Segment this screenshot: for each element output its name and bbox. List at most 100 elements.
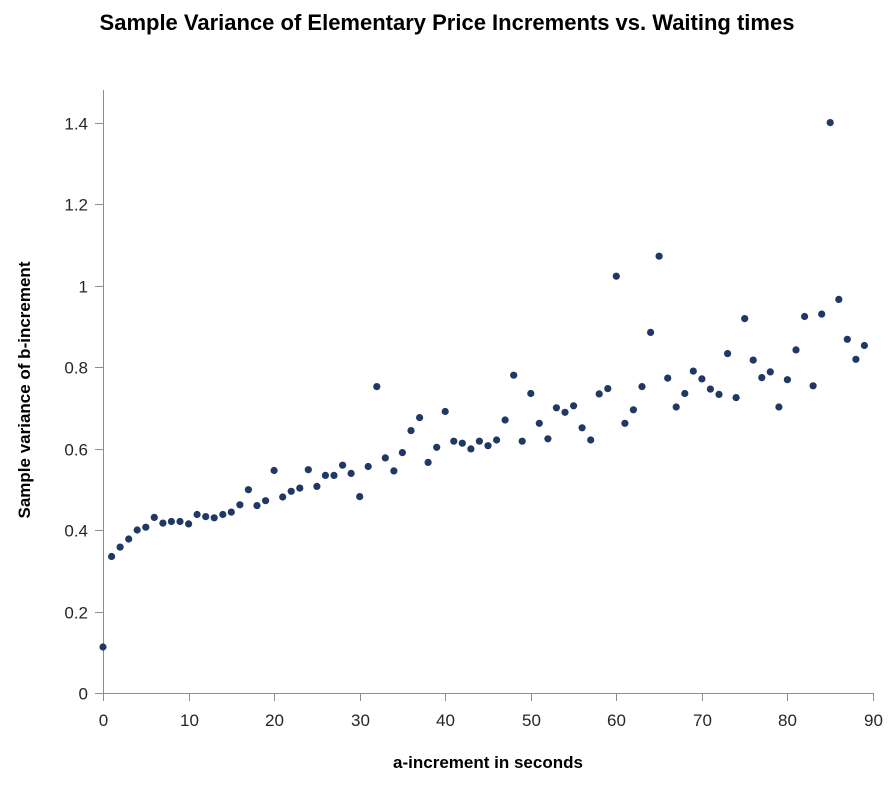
data-point [321,471,329,479]
data-point [715,390,723,398]
data-point [612,272,620,280]
x-tick-label: 60 [607,711,626,730]
data-point [792,346,800,354]
data-point [339,461,347,469]
chart-title-text: Sample Variance of Elementary Price Incr… [99,10,795,35]
data-point [185,520,193,528]
data-point [638,383,646,391]
y-tick-label: 0.6 [64,441,88,460]
x-tick-label: 30 [351,711,370,730]
data-point [424,458,432,466]
data-point [475,437,483,445]
y-tick-label: 0.8 [64,359,88,378]
y-tick-label: 1 [79,278,88,297]
data-point [433,443,441,451]
data-point [330,471,338,479]
y-axis-title: Sample variance of b-increment [15,261,34,519]
data-point [133,526,141,534]
y-tick-label: 0.4 [64,522,88,541]
data-point [655,252,663,260]
x-tick-label: 50 [522,711,541,730]
data-point [604,385,612,393]
data-point [450,437,458,445]
data-point [227,508,235,516]
data-point [99,643,107,651]
data-point [706,385,715,393]
data-point [783,376,792,384]
data-point [561,408,569,416]
data-point [287,487,295,495]
data-point [552,404,561,412]
data-point [373,383,381,391]
x-tick-label: 10 [180,711,199,730]
x-tick-label: 20 [265,711,284,730]
data-point [758,374,766,382]
data-point [544,435,552,443]
data-point [826,119,834,127]
data-point [578,424,586,432]
data-point [698,375,706,383]
data-point [672,403,680,411]
data-point [518,437,526,445]
data-point [167,517,175,526]
data-point [116,543,124,551]
data-point [407,427,415,435]
data-point [253,502,261,510]
data-point [441,407,449,416]
x-tick-label: 0 [99,711,108,730]
data-point [270,466,278,475]
data-point [398,449,406,457]
y-tick-label: 1.2 [64,196,88,215]
data-point [732,394,740,402]
data-point [681,389,689,398]
data-point [390,467,398,475]
data-point [296,484,304,492]
x-axis-title: a-increment in seconds [393,753,583,772]
data-point [279,493,287,501]
data-point [535,419,543,427]
data-point [775,403,783,411]
data-point [244,486,252,494]
data-point [570,402,578,410]
data-point [236,501,244,509]
data-point [159,519,167,527]
chart-title: Sample Variance of Elementary Price Incr… [0,8,894,38]
data-point [381,454,389,462]
data-point [595,390,603,398]
x-tick-label: 40 [436,711,455,730]
data-point [835,295,843,303]
data-point [741,315,749,323]
x-tick-label: 90 [864,711,883,730]
data-point [809,382,817,390]
data-point [364,462,372,471]
data-point [150,513,158,522]
data-point [313,482,321,490]
data-point [801,312,809,321]
y-tick-label: 0.2 [64,604,88,623]
data-point [193,510,201,519]
data-point [219,510,227,519]
data-point [501,416,509,424]
data-point [467,445,475,453]
data-point [860,341,869,350]
data-point [724,350,732,358]
data-point [818,310,826,318]
data-point [356,493,364,501]
data-point [458,439,466,447]
y-tick-label: 1.4 [64,115,88,134]
data-point [142,523,150,531]
data-point [210,514,218,522]
data-point [416,414,424,422]
data-point [304,466,312,474]
data-point [587,436,595,444]
data-point [510,371,518,379]
data-point [749,356,757,364]
data-point [493,436,501,444]
data-point [621,419,629,427]
data-point [484,442,492,450]
y-tick-label: 0 [79,685,88,704]
data-point [527,389,535,398]
data-point [202,513,210,521]
